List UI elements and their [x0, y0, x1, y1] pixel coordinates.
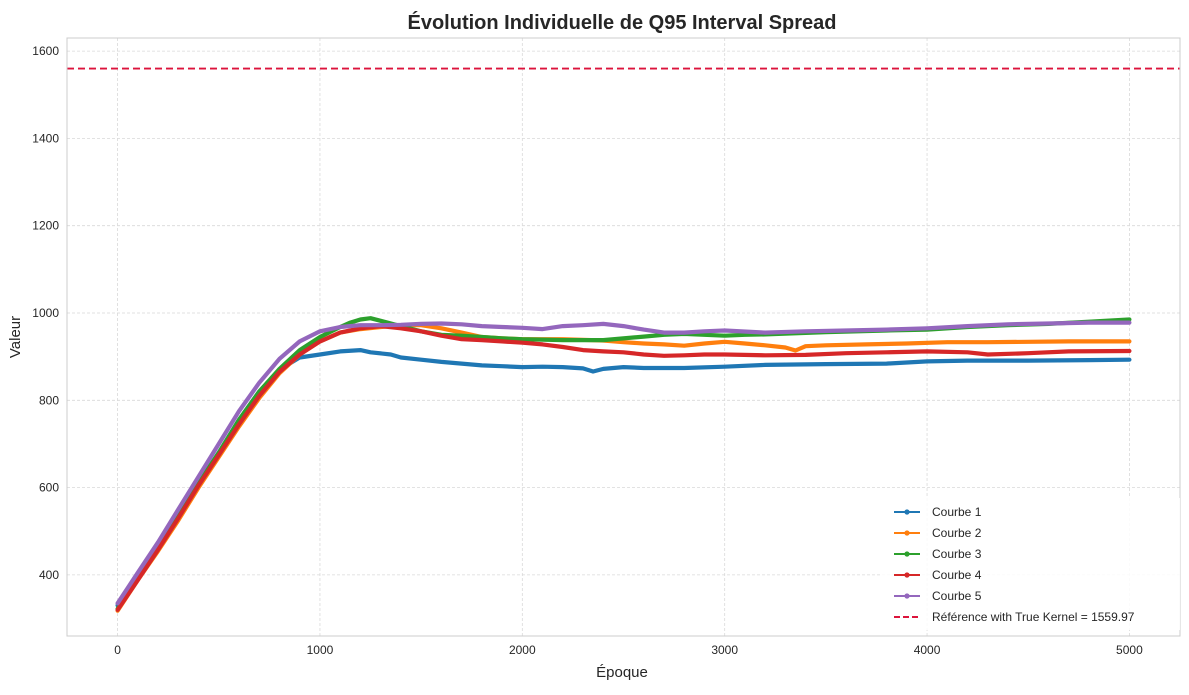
series-line-4	[115, 324, 1132, 612]
tick-labels: 0 1000 2000 3000 4000 5000 400 600 800 1000 1200 14…	[32, 44, 1143, 657]
legend-marker-5	[904, 593, 910, 599]
y-tick-label: 800	[39, 393, 59, 407]
y-tick-label: 1200	[32, 219, 59, 233]
legend-label-1: Courbe 1	[932, 505, 982, 519]
series-line-5	[115, 320, 1132, 606]
legend-label-6: Référence with True Kernel = 1559.97	[932, 610, 1135, 624]
series-lines	[115, 316, 1132, 613]
y-tick-label: 400	[39, 568, 59, 582]
y-tick-label: 1400	[32, 131, 59, 145]
x-tick-label: 3000	[711, 643, 738, 657]
y-tick-label: 1600	[32, 44, 59, 58]
legend-marker-2	[904, 530, 910, 536]
legend-box	[882, 498, 1180, 630]
x-tick-label: 2000	[509, 643, 536, 657]
x-tick-label: 0	[114, 643, 121, 657]
y-tick-label: 600	[39, 481, 59, 495]
legend: Courbe 1 Courbe 2 Courbe 3 Courbe 4 Courbe 5…	[882, 498, 1180, 630]
legend-label-2: Courbe 2	[932, 526, 982, 540]
legend-label-5: Courbe 5	[932, 589, 982, 603]
x-tick-label: 1000	[307, 643, 334, 657]
chart-title: Évolution Individuelle de Q95 Interval S…	[408, 11, 837, 34]
y-axis-label: Valeur	[7, 316, 24, 358]
y-tick-label: 1000	[32, 306, 59, 320]
legend-label-3: Courbe 3	[932, 547, 982, 561]
legend-marker-3	[904, 551, 910, 557]
plot-frame	[66, 37, 1181, 637]
legend-marker-1	[904, 509, 910, 515]
legend-label-4: Courbe 4	[932, 568, 982, 582]
x-tick-label: 5000	[1116, 643, 1143, 657]
x-tick-label: 4000	[914, 643, 941, 657]
legend-marker-4	[904, 572, 910, 578]
x-axis-label: Époque	[596, 664, 648, 681]
